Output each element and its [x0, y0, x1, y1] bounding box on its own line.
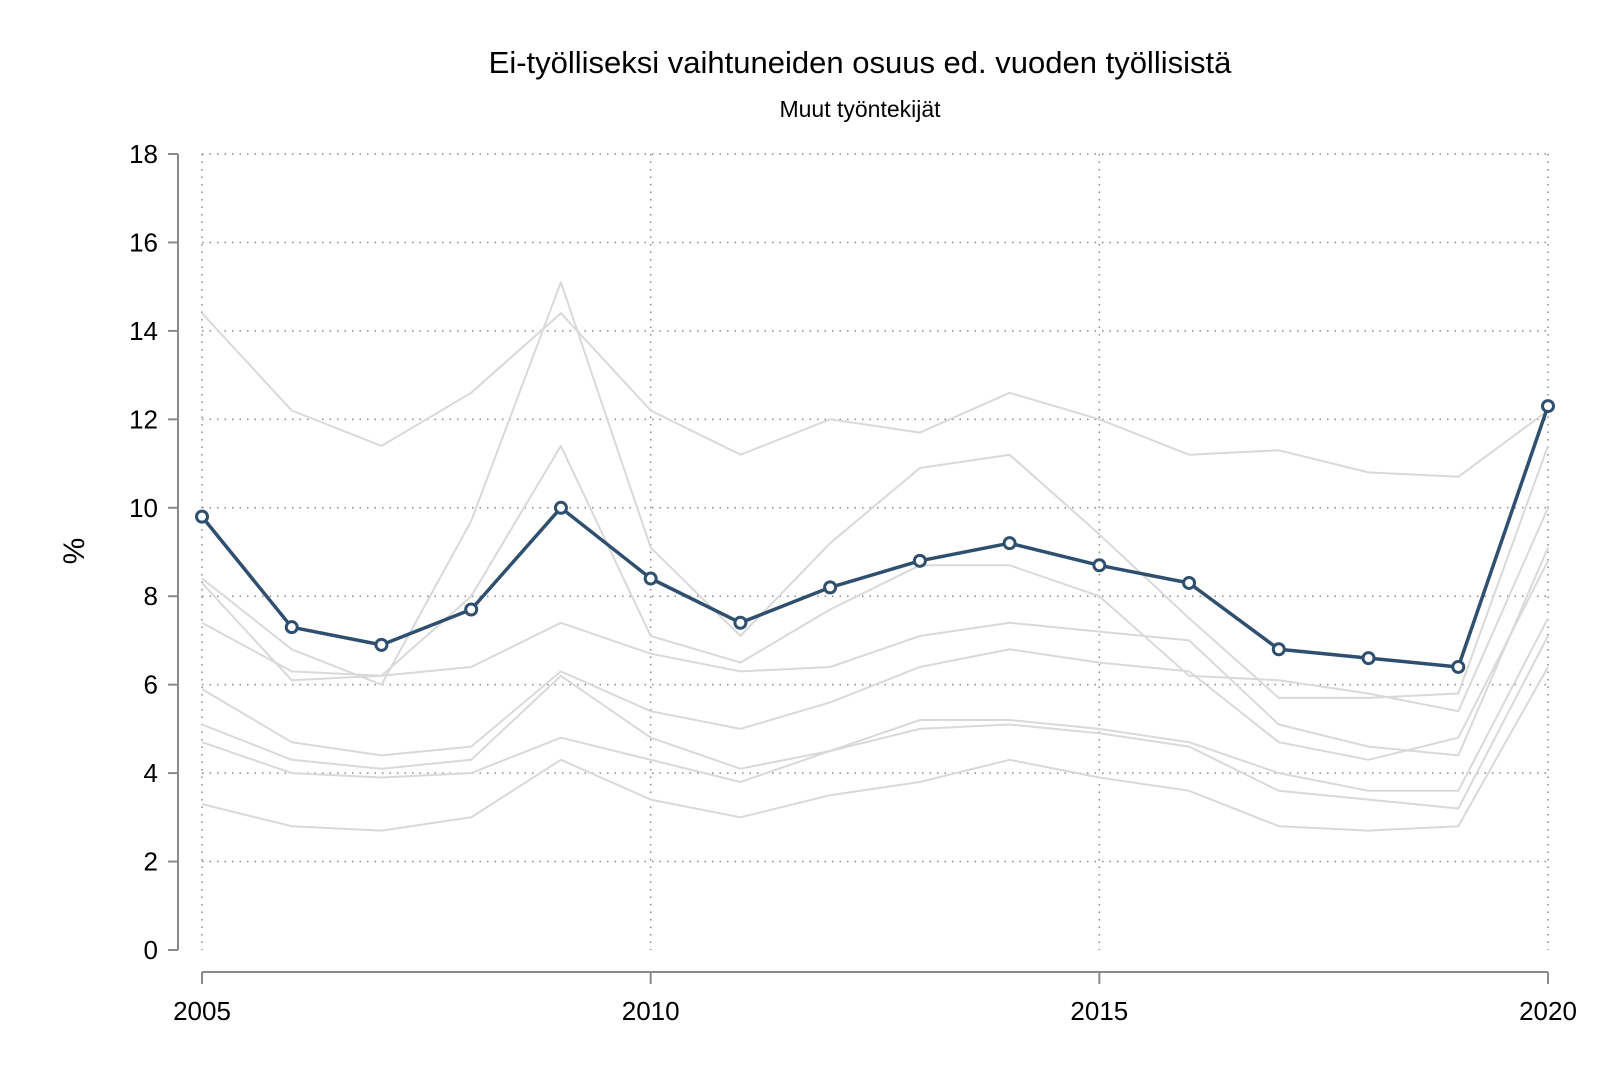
highlight-data-point [553, 500, 568, 515]
y-tick-label: 6 [144, 670, 158, 700]
highlight-data-point [1361, 651, 1376, 666]
x-axis-ticks: 2005 2010 2015 2020 [173, 972, 1577, 1026]
highlight-data-point [1092, 558, 1107, 573]
x-tick-label: 2015 [1070, 996, 1128, 1026]
gridlines [201, 153, 1549, 950]
y-axis-ticks: 0 2 4 6 8 10 12 14 16 18 [129, 139, 178, 965]
background-series-line [201, 281, 1549, 699]
highlight-data-point [733, 615, 748, 630]
y-axis-label: % [58, 538, 91, 565]
y-tick-label: 8 [144, 581, 158, 611]
highlight-data-point [823, 580, 838, 595]
x-tick-label: 2010 [622, 996, 680, 1026]
background-series-line [201, 635, 1549, 810]
highlight-data-point [284, 620, 299, 635]
y-tick-label: 12 [129, 404, 158, 434]
highlight-series-line [200, 405, 1550, 669]
background-series-line [201, 312, 1549, 478]
highlight-data-point [1541, 399, 1555, 414]
background-series [201, 281, 1549, 832]
x-tick-label: 2005 [173, 996, 231, 1026]
highlight-data-point [643, 571, 658, 586]
background-series-line [201, 444, 1549, 713]
chart-title: Ei-työlliseksi vaihtuneiden osuus ed. vu… [489, 45, 1232, 80]
highlight-data-point [195, 509, 209, 524]
background-series-line [201, 666, 1549, 832]
highlight-data-point [374, 637, 389, 652]
highlight-data-point [464, 602, 479, 617]
highlight-series [195, 399, 1555, 674]
highlight-data-point [912, 553, 927, 568]
x-tick-label: 2020 [1519, 996, 1577, 1026]
background-series-line [201, 617, 1549, 792]
highlight-data-point [1002, 536, 1017, 551]
y-tick-label: 2 [144, 847, 158, 877]
highlight-data-point [1271, 642, 1286, 657]
y-tick-label: 10 [129, 493, 158, 523]
y-tick-label: 0 [144, 935, 158, 965]
highlight-data-point [1451, 659, 1466, 674]
y-tick-label: 18 [129, 139, 158, 169]
y-tick-label: 4 [144, 758, 158, 788]
y-tick-label: 16 [129, 227, 158, 257]
background-series-line [201, 560, 1549, 761]
y-tick-label: 14 [129, 316, 158, 346]
highlight-data-point [1182, 575, 1197, 590]
chart-subtitle: Muut työntekijät [779, 96, 941, 122]
background-series-line [201, 547, 1549, 757]
axes [177, 154, 1548, 973]
